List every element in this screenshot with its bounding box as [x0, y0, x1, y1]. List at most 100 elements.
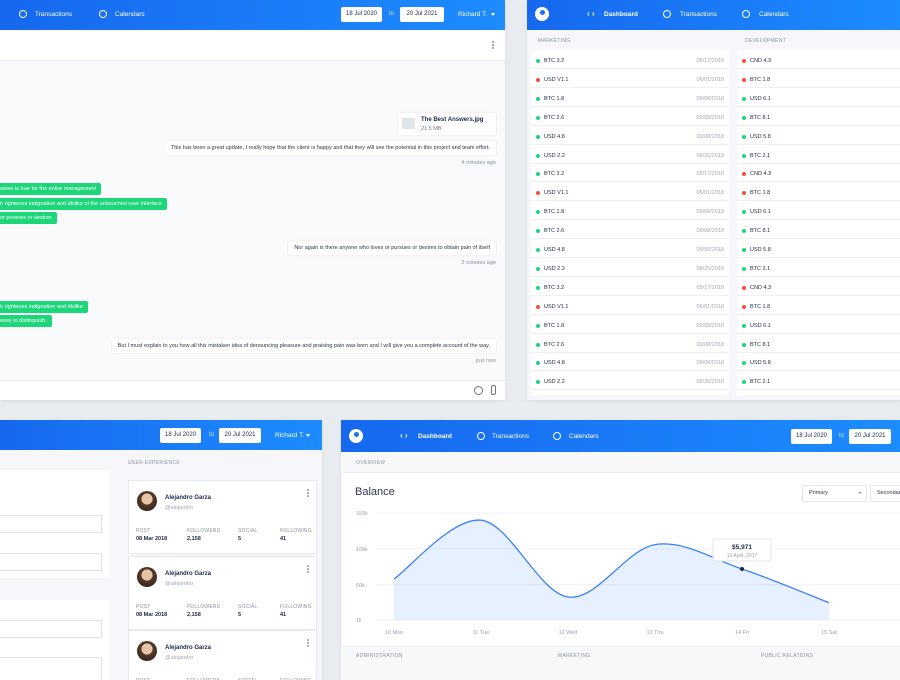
nav-item[interactable]: Transactions: [35, 11, 72, 18]
attach-button[interactable]: [491, 385, 496, 395]
stat-label: POST: [136, 678, 150, 680]
menu-dot: [307, 568, 309, 570]
status-dot: [536, 342, 540, 347]
tooltip-value: $5,971: [732, 544, 752, 551]
item-name: BTC 1.8: [544, 209, 565, 216]
date-picker[interactable]: 20 Jul 2021: [849, 429, 891, 444]
select[interactable]: Primary: [802, 485, 867, 502]
item-name: BTC 1.8: [750, 303, 771, 310]
list-row: [531, 200, 729, 202]
list-row: [531, 219, 729, 221]
date-text: 18 Jul 2020: [795, 433, 828, 439]
status-dot: [742, 285, 746, 290]
status-dot: [742, 248, 746, 252]
status-dot: [536, 210, 540, 215]
date-text: 20 Jul 2021: [406, 11, 438, 17]
text-input[interactable]: [0, 620, 102, 638]
message-time: 4 minutes ago: [461, 160, 496, 166]
date-picker[interactable]: 20 Jul 2021: [400, 7, 444, 22]
profile-name[interactable]: Alejandro Garza: [165, 645, 212, 651]
chat-toolbar: [0, 30, 505, 61]
stat-label: FOLLOWERS: [187, 528, 221, 534]
item-name: CND 4.3: [750, 58, 772, 64]
status-dot: [536, 229, 540, 234]
profile-handle: @alejandro: [165, 505, 194, 511]
item-date: 09/08/2018: [696, 322, 724, 329]
date-picker[interactable]: 18 Jul 2020: [791, 429, 832, 444]
item-date: 09/08/2018: [696, 360, 724, 367]
item-date: 06/01/2018: [696, 190, 724, 197]
text-input[interactable]: [0, 657, 102, 680]
list-row: [531, 143, 729, 145]
nav-item[interactable]: Calendars: [115, 11, 145, 18]
list-panel: ‹ › Dashboard Transactions Calendars MARKETI…: [527, 0, 900, 400]
item-date: 06/01/2018: [696, 76, 724, 83]
y-tick-label: 100k: [356, 547, 368, 553]
status-dot: [742, 115, 746, 120]
date-picker[interactable]: 18 Jul 2020: [160, 428, 201, 443]
profile-name[interactable]: Alejandro Garza: [165, 571, 212, 577]
date-separator: to: [389, 11, 395, 17]
stat-value: 5: [238, 536, 242, 542]
status-dot: [742, 59, 746, 63]
item-date: 08/25/2018: [696, 379, 724, 386]
code-icon: ‹ ›: [587, 9, 595, 18]
menu-dot: [307, 645, 309, 647]
status-dot: [536, 134, 540, 139]
status-dot: [536, 172, 540, 177]
item-date: 09/08/2018: [696, 247, 724, 253]
section-label: MARKETING: [538, 38, 571, 44]
date-picker[interactable]: 18 Jul 2020: [341, 7, 382, 22]
emoji-button[interactable]: [474, 386, 483, 395]
item-name: USD 2.2: [544, 265, 565, 272]
list-row: [737, 105, 900, 107]
menu-dot: [307, 639, 309, 641]
profile-handle: @alejandro: [165, 581, 194, 587]
text-input[interactable]: [0, 553, 102, 571]
user-menu[interactable]: Richard T.: [458, 11, 488, 18]
item-name: BTC 2.6: [544, 228, 565, 235]
nav-item[interactable]: Calendars: [569, 433, 599, 440]
text-input[interactable]: [0, 515, 102, 533]
date-picker[interactable]: 20 Jul 2021: [219, 428, 261, 443]
nav-item[interactable]: Dashboard: [604, 11, 638, 18]
user-menu[interactable]: Richard T.: [275, 432, 305, 439]
stat-label: POST: [136, 604, 151, 610]
item-name: BTC 2.6: [544, 341, 565, 348]
list-row: [531, 68, 729, 69]
date-text: 18 Jul 2020: [164, 432, 197, 438]
list-row: [737, 86, 900, 88]
date-separator: to: [839, 433, 845, 439]
item-date: 09/08/2018: [696, 341, 724, 348]
item-name: BTC 3.2: [544, 171, 565, 178]
profile-card: Alejandro Garza @alejandro POST 08 Mar 2018…: [128, 480, 317, 554]
chat-input[interactable]: [0, 380, 505, 400]
x-tick-label: 15 Sat: [821, 630, 837, 636]
menu-dot: [307, 642, 309, 644]
message-in: easy to distinguish.: [0, 315, 52, 327]
menu-dot: [492, 41, 494, 43]
nav-item[interactable]: Transactions: [492, 433, 529, 440]
stat-value: 41: [280, 536, 287, 542]
avatar-head: [539, 9, 545, 15]
menu-dot: [307, 571, 309, 573]
stat-value: 08 Mar 2018: [136, 536, 168, 542]
item-name: USD 6.1: [750, 209, 771, 216]
status-dot: [742, 304, 746, 309]
item-date: 09/08/2018: [696, 209, 724, 216]
overview-panel: ‹ › Dashboard Transactions Calendars 18 Jul …: [341, 420, 900, 680]
item-date: 05/17/2018: [696, 171, 724, 178]
nav-item[interactable]: Calendars: [759, 11, 789, 18]
date-separator: to: [209, 432, 215, 438]
status-dot: [536, 191, 540, 196]
nav-item[interactable]: Dashboard: [418, 433, 452, 440]
nav-item[interactable]: Transactions: [680, 11, 717, 18]
date-text: 20 Jul 2021: [854, 433, 886, 439]
list-row: [531, 86, 729, 88]
status-dot: [742, 191, 746, 196]
status-dot: [742, 172, 746, 177]
status-dot: [742, 361, 746, 366]
list-row: [531, 351, 729, 353]
select[interactable]: Secondary: [870, 485, 900, 502]
profile-name[interactable]: Alejandro Garza: [165, 495, 212, 501]
